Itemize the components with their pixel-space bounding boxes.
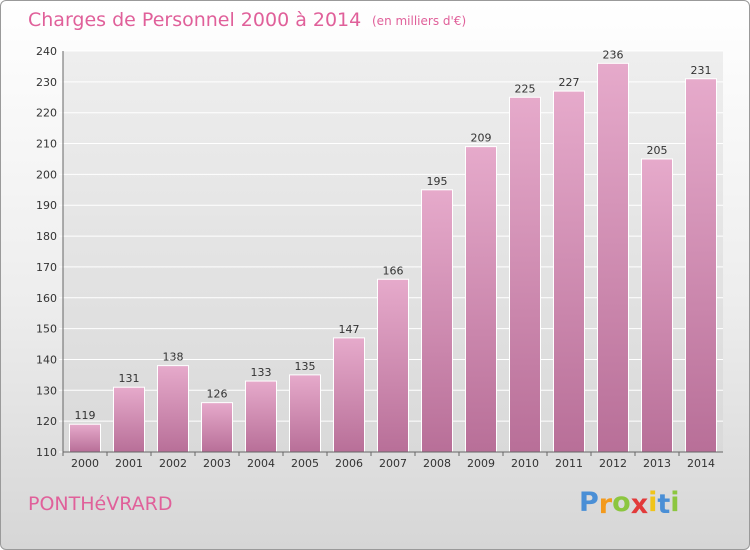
y-tick-label: 150 xyxy=(36,323,57,336)
x-tick-label: 2003 xyxy=(203,457,231,470)
data-label-2014: 231 xyxy=(691,64,712,77)
chart-subtitle: (en milliers d'€) xyxy=(372,14,466,28)
x-tick-label: 2000 xyxy=(71,457,99,470)
data-label-2013: 205 xyxy=(647,144,668,157)
bar-2004 xyxy=(245,380,277,453)
x-tick-label: 2014 xyxy=(687,457,715,470)
y-tick-label: 190 xyxy=(36,199,57,212)
data-label-2009: 209 xyxy=(471,132,492,145)
y-tick-label: 160 xyxy=(36,292,57,305)
data-label-2012: 236 xyxy=(603,48,624,61)
bar-2006 xyxy=(333,337,365,453)
x-tick-label: 2013 xyxy=(643,457,671,470)
logo-letter: t xyxy=(657,489,671,520)
data-label-2011: 227 xyxy=(559,76,580,89)
logo-letter: r xyxy=(598,489,613,520)
bar-2010 xyxy=(509,96,541,453)
bar-2013 xyxy=(641,158,673,453)
data-label-2003: 126 xyxy=(207,388,228,401)
chart-title: Charges de Personnel 2000 à 2014 xyxy=(28,9,361,31)
y-tick-label: 170 xyxy=(36,261,57,274)
bar-2003 xyxy=(201,402,233,453)
x-axis: 2000 2001 2002 2003 2004 2005 2006 2007 2008 2009… xyxy=(62,451,723,470)
y-tick-label: 240 xyxy=(36,45,57,58)
x-tick-label: 2005 xyxy=(291,457,319,470)
y-axis: 110 120 130 140 150 160 170 180 190 200 210 220 230 2… xyxy=(36,45,64,459)
bar-2009 xyxy=(465,146,497,453)
data-label-2008: 195 xyxy=(427,175,448,188)
y-tick-label: 220 xyxy=(36,107,57,120)
data-label-2007: 166 xyxy=(383,264,404,277)
bar-2001 xyxy=(113,386,145,453)
commune-name: PONTHéVRARD xyxy=(28,493,173,515)
data-label-2005: 135 xyxy=(295,360,316,373)
bar-2008 xyxy=(421,189,453,453)
logo-letter: o xyxy=(612,487,631,518)
y-tick-label: 180 xyxy=(36,230,57,243)
bar-2014 xyxy=(685,78,717,453)
x-tick-label: 2006 xyxy=(335,457,363,470)
data-label-2001: 131 xyxy=(119,372,140,385)
data-label-2000: 119 xyxy=(75,409,96,422)
x-tick-label: 2011 xyxy=(555,457,583,470)
x-tick-label: 2010 xyxy=(511,457,539,470)
x-tick-label: 2009 xyxy=(467,457,495,470)
data-label-2006: 147 xyxy=(339,323,360,336)
logo-letter: i xyxy=(648,487,658,518)
bar-2002 xyxy=(157,365,189,453)
data-label-2004: 133 xyxy=(251,366,272,379)
logo-letter: i xyxy=(670,487,680,518)
x-tick-label: 2008 xyxy=(423,457,451,470)
y-tick-label: 130 xyxy=(36,384,57,397)
bars: 119 131 138 126 133 135 147 166 195 209 225 227 236 2… xyxy=(69,48,717,453)
proxiti-logo: Proxiti xyxy=(579,487,680,520)
logo-letter: P xyxy=(579,487,599,518)
bar-2011 xyxy=(553,90,585,453)
data-label-2010: 225 xyxy=(515,82,536,95)
y-tick-label: 230 xyxy=(36,76,57,89)
bar-2007 xyxy=(377,278,409,453)
logo-letter: x xyxy=(630,489,649,520)
x-tick-label: 2004 xyxy=(247,457,275,470)
x-tick-label: 2002 xyxy=(159,457,187,470)
x-tick-label: 2007 xyxy=(379,457,407,470)
x-tick-label: 2012 xyxy=(599,457,627,470)
y-tick-label: 140 xyxy=(36,353,57,366)
x-tick-label: 2001 xyxy=(115,457,143,470)
bar-2000 xyxy=(69,423,101,453)
y-tick-label: 120 xyxy=(36,415,57,428)
bar-2005 xyxy=(289,374,321,453)
y-tick-label: 200 xyxy=(36,168,57,181)
y-tick-label: 210 xyxy=(36,138,57,151)
y-tick-label: 110 xyxy=(36,446,57,459)
bar-2012 xyxy=(597,62,629,453)
data-label-2002: 138 xyxy=(163,351,184,364)
